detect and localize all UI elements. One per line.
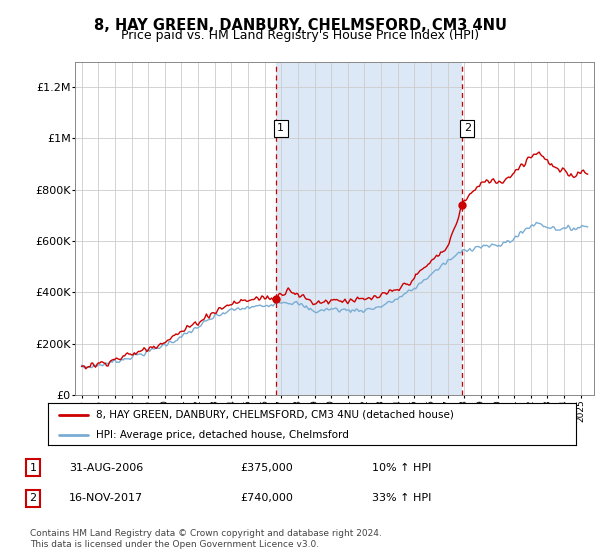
Text: 1: 1: [29, 463, 37, 473]
Text: 1: 1: [277, 123, 284, 133]
Text: £375,000: £375,000: [240, 463, 293, 473]
Text: £740,000: £740,000: [240, 493, 293, 503]
Text: 2: 2: [464, 123, 471, 133]
Bar: [276, 62, 462, 395]
Text: 31-AUG-2006: 31-AUG-2006: [69, 463, 143, 473]
Text: HPI: Average price, detached house, Chelmsford: HPI: Average price, detached house, Chel…: [95, 430, 349, 440]
Text: Contains HM Land Registry data © Crown copyright and database right 2024.
This d: Contains HM Land Registry data © Crown c…: [30, 529, 382, 549]
Text: 33% ↑ HPI: 33% ↑ HPI: [372, 493, 431, 503]
Text: 8, HAY GREEN, DANBURY, CHELMSFORD, CM3 4NU (detached house): 8, HAY GREEN, DANBURY, CHELMSFORD, CM3 4…: [95, 410, 454, 420]
Text: Price paid vs. HM Land Registry's House Price Index (HPI): Price paid vs. HM Land Registry's House …: [121, 29, 479, 42]
Text: 8, HAY GREEN, DANBURY, CHELMSFORD, CM3 4NU: 8, HAY GREEN, DANBURY, CHELMSFORD, CM3 4…: [94, 18, 506, 33]
Text: 16-NOV-2017: 16-NOV-2017: [69, 493, 143, 503]
Text: 2: 2: [29, 493, 37, 503]
Text: 10% ↑ HPI: 10% ↑ HPI: [372, 463, 431, 473]
